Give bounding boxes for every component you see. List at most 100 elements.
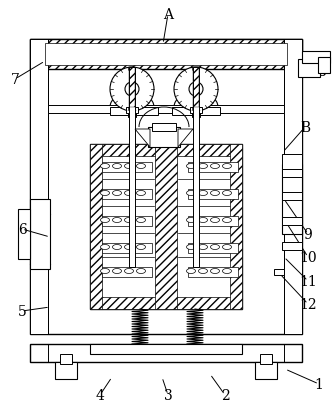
Bar xyxy=(318,58,330,74)
Bar xyxy=(255,362,277,379)
Bar xyxy=(155,145,177,309)
Bar xyxy=(284,40,302,334)
Text: 7: 7 xyxy=(11,73,20,87)
Bar xyxy=(129,68,135,267)
Bar xyxy=(188,190,238,200)
Ellipse shape xyxy=(199,218,208,223)
Bar xyxy=(148,128,180,148)
Ellipse shape xyxy=(124,191,133,196)
Ellipse shape xyxy=(187,269,196,274)
Bar xyxy=(152,124,176,132)
Text: 3: 3 xyxy=(164,388,172,402)
Text: 5: 5 xyxy=(18,304,26,318)
Bar xyxy=(90,145,242,157)
Bar xyxy=(102,162,152,173)
Bar xyxy=(193,68,199,108)
Ellipse shape xyxy=(101,164,110,169)
Ellipse shape xyxy=(136,164,145,169)
Ellipse shape xyxy=(136,191,145,196)
Bar xyxy=(48,106,284,114)
Ellipse shape xyxy=(101,269,110,274)
Bar xyxy=(302,52,330,64)
Bar xyxy=(102,267,152,277)
Ellipse shape xyxy=(210,164,219,169)
Bar xyxy=(30,40,302,70)
Text: A: A xyxy=(163,8,173,22)
Bar xyxy=(129,68,135,108)
Bar xyxy=(90,145,242,309)
Ellipse shape xyxy=(113,164,122,169)
Bar xyxy=(188,267,238,277)
Text: 10: 10 xyxy=(299,250,317,264)
Ellipse shape xyxy=(199,164,208,169)
Bar xyxy=(188,162,238,173)
Text: B: B xyxy=(300,121,310,135)
Text: 11: 11 xyxy=(299,274,317,288)
Polygon shape xyxy=(135,130,150,148)
Circle shape xyxy=(174,68,218,112)
Ellipse shape xyxy=(113,269,122,274)
Ellipse shape xyxy=(210,245,219,250)
Ellipse shape xyxy=(222,218,231,223)
Bar xyxy=(193,68,199,267)
Ellipse shape xyxy=(124,269,133,274)
Bar xyxy=(282,170,302,177)
Bar xyxy=(45,44,287,66)
Ellipse shape xyxy=(124,218,133,223)
Circle shape xyxy=(125,83,139,97)
Bar xyxy=(282,164,302,234)
Ellipse shape xyxy=(101,191,110,196)
Bar xyxy=(282,217,302,226)
Text: 4: 4 xyxy=(96,388,105,402)
Bar xyxy=(126,108,138,114)
Circle shape xyxy=(189,83,203,97)
Bar xyxy=(102,216,152,226)
Bar xyxy=(190,108,202,114)
Ellipse shape xyxy=(210,218,219,223)
Bar xyxy=(188,243,238,254)
Ellipse shape xyxy=(199,191,208,196)
Bar xyxy=(188,216,238,226)
Bar xyxy=(30,40,48,334)
Bar xyxy=(282,155,302,170)
Bar xyxy=(30,200,50,269)
Circle shape xyxy=(110,68,154,112)
Ellipse shape xyxy=(210,191,219,196)
Ellipse shape xyxy=(124,245,133,250)
Bar xyxy=(298,60,320,78)
Bar xyxy=(102,190,152,200)
Text: 9: 9 xyxy=(304,228,312,241)
Ellipse shape xyxy=(187,191,196,196)
Text: 12: 12 xyxy=(299,297,317,311)
Bar xyxy=(30,344,302,362)
Ellipse shape xyxy=(187,218,196,223)
Bar xyxy=(55,362,77,379)
Bar xyxy=(90,145,102,309)
Bar xyxy=(172,108,220,116)
Bar xyxy=(30,40,302,334)
Ellipse shape xyxy=(199,245,208,250)
Bar xyxy=(282,243,302,250)
Text: 2: 2 xyxy=(221,388,229,402)
Ellipse shape xyxy=(187,245,196,250)
Ellipse shape xyxy=(101,218,110,223)
Bar xyxy=(110,108,158,116)
Ellipse shape xyxy=(187,164,196,169)
Bar xyxy=(274,269,284,275)
Ellipse shape xyxy=(210,269,219,274)
Ellipse shape xyxy=(222,164,231,169)
Ellipse shape xyxy=(136,218,145,223)
Text: 8: 8 xyxy=(318,65,326,79)
Ellipse shape xyxy=(222,269,231,274)
Ellipse shape xyxy=(222,191,231,196)
Ellipse shape xyxy=(113,218,122,223)
Ellipse shape xyxy=(101,245,110,250)
Ellipse shape xyxy=(124,164,133,169)
Bar xyxy=(90,344,242,354)
Polygon shape xyxy=(178,130,193,148)
Text: 6: 6 xyxy=(18,222,26,237)
Bar xyxy=(230,145,242,309)
Text: 1: 1 xyxy=(314,377,323,391)
Bar xyxy=(128,114,136,118)
Bar xyxy=(90,297,242,309)
